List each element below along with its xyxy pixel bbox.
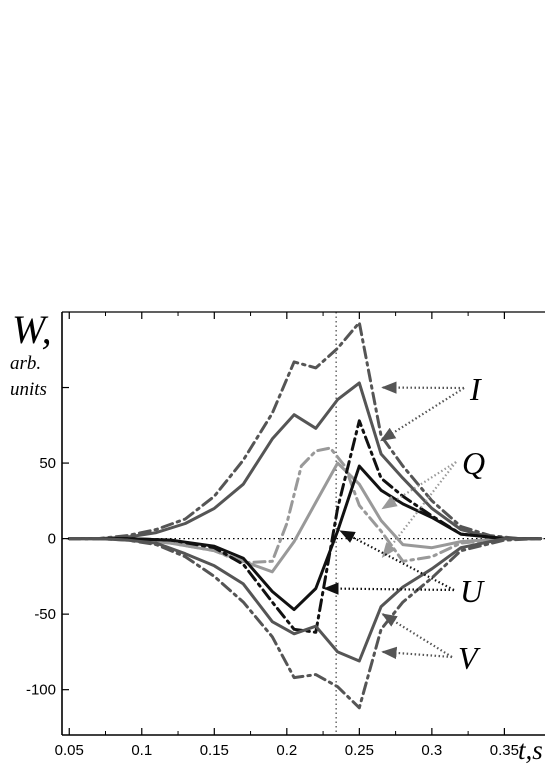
series-line-i-solid <box>67 381 543 541</box>
legend-layer: I Q UV <box>323 371 485 676</box>
y-tick-label: 50 <box>39 455 56 472</box>
legend-pointer-arrow <box>323 582 455 595</box>
x-tick-label: 0.2 <box>276 742 297 759</box>
series-line-q-dashdot <box>67 446 543 565</box>
x-tick-label: 0.35 <box>490 742 519 759</box>
legend-pointer-arrow <box>379 387 465 442</box>
legend-label-q: Q <box>462 445 485 481</box>
series-line-v-dashdot <box>67 537 543 710</box>
x-tick-label: 0.3 <box>421 742 442 759</box>
legend-pointer-arrow <box>381 461 457 558</box>
legend-pointer-arrow <box>381 613 453 658</box>
y-axis-label-main: W, <box>12 307 52 352</box>
legend-pointer-arrow <box>339 530 455 591</box>
legend-label-i: I <box>469 371 482 407</box>
y-tick-label: -50 <box>34 606 56 623</box>
series-layer <box>67 321 543 710</box>
legend-label-u: U <box>460 573 485 609</box>
x-axis-label: t,s <box>518 735 543 765</box>
x-tick-label: 0.25 <box>345 742 374 759</box>
x-tick-label: 0.05 <box>55 742 84 759</box>
legend-label-v: V <box>458 640 481 676</box>
y-axis-label-line2: units <box>10 379 47 400</box>
y-axis-label-line1: arb. <box>10 353 41 374</box>
y-tick-label: 0 <box>48 531 56 548</box>
tick-labels: 0.05 0.1 0.15 0.2 0.25 0.3 0.35 50 0 -50 -100 <box>26 455 519 759</box>
x-tick-label: 0.1 <box>131 742 152 759</box>
series-line-u-dashdot <box>67 419 543 634</box>
y-tick-label: -100 <box>26 682 56 699</box>
x-tick-label: 0.15 <box>200 742 229 759</box>
legend-pointer-arrow <box>381 646 453 660</box>
axis-layer <box>61 311 545 736</box>
legend-pointer-arrow <box>381 461 457 510</box>
series-line-i-dashdot <box>67 321 543 541</box>
